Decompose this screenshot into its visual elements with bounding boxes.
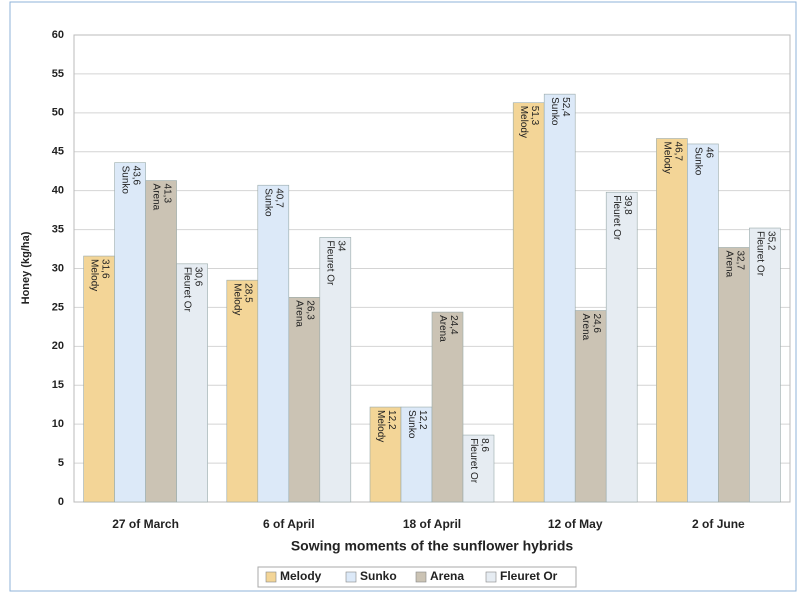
legend-label: Sunko <box>360 569 397 583</box>
y-tick-label: 25 <box>52 301 64 313</box>
x-tick-label: 18 of April <box>403 517 461 531</box>
x-tick-label: 12 of May <box>548 517 603 531</box>
data-label: 12,2 <box>386 410 397 430</box>
legend-swatch <box>345 571 357 583</box>
data-label: 34 <box>336 240 347 252</box>
bar <box>400 406 433 503</box>
bar-series-label: Arena <box>294 300 305 327</box>
bar-series-label: Arena <box>723 250 734 277</box>
data-label: 52,4 <box>560 97 571 117</box>
bar-series-label: Sunko <box>549 97 560 126</box>
bar-series-label: Sunko <box>263 188 274 217</box>
bar <box>605 191 638 503</box>
y-tick-label: 30 <box>52 262 64 274</box>
bar <box>749 227 781 503</box>
legend-label: Fleuret Or <box>500 569 558 583</box>
bar-series-label: Sunko <box>692 147 703 176</box>
legend-swatch <box>265 571 277 583</box>
data-label: 46 <box>703 147 714 159</box>
legend-label: Arena <box>430 569 464 583</box>
bar <box>687 143 719 503</box>
data-label: 30,6 <box>192 267 203 287</box>
bar-series-label: Arena <box>580 314 591 341</box>
bar-series-label: Fleuret Or <box>754 231 765 277</box>
bar <box>369 406 402 503</box>
bar <box>574 310 607 503</box>
bar-series-label: Melody <box>375 410 386 442</box>
data-label: 40,7 <box>274 188 285 208</box>
bar <box>319 237 352 503</box>
y-tick-label: 5 <box>58 457 64 469</box>
y-tick-label: 60 <box>52 29 64 41</box>
y-tick-label: 50 <box>52 107 64 119</box>
y-tick-label: 0 <box>58 496 64 508</box>
data-label: 35,2 <box>765 231 776 251</box>
bar-series-label: Fleuret Or <box>611 195 622 241</box>
x-tick-label: 27 of March <box>112 517 179 531</box>
bar-series-label: Melody <box>661 142 672 174</box>
bar-series-label: Melody <box>518 106 529 138</box>
y-axis-title: Honey (kg/ha) <box>20 231 32 304</box>
bar-series-label: Melody <box>88 259 99 291</box>
data-label: 31,6 <box>99 259 110 279</box>
y-tick-label: 15 <box>52 379 64 391</box>
bar-series-label: Sunko <box>119 166 130 195</box>
data-label: 8,6 <box>479 438 490 452</box>
data-label: 24,6 <box>591 314 602 334</box>
y-tick-label: 55 <box>52 68 64 80</box>
bar <box>83 255 115 503</box>
bar <box>656 138 688 503</box>
data-label: 28,5 <box>243 283 254 303</box>
bar <box>176 263 208 503</box>
legend-label: Melody <box>280 569 322 583</box>
bar-series-label: Fleuret Or <box>325 240 336 286</box>
data-label: 43,6 <box>130 166 141 186</box>
bar-series-label: Fleuret Or <box>468 438 479 484</box>
bar <box>543 93 576 503</box>
y-tick-label: 35 <box>52 223 64 235</box>
x-tick-label: 2 of June <box>692 517 745 531</box>
legend-swatch <box>485 571 497 583</box>
data-label: 32,7 <box>734 250 745 270</box>
bar <box>114 162 146 503</box>
bar <box>718 247 750 503</box>
x-tick-label: 6 of April <box>263 517 315 531</box>
bar <box>145 180 177 503</box>
bar-series-label: Sunko <box>406 410 417 439</box>
y-tick-label: 45 <box>52 146 64 158</box>
data-label: 39,8 <box>622 195 633 215</box>
bar <box>288 296 321 503</box>
y-tick-label: 40 <box>52 185 64 197</box>
y-tick-label: 20 <box>52 340 64 352</box>
data-label: 41,3 <box>161 184 172 204</box>
legend-swatch <box>415 571 427 583</box>
bar-series-label: Arena <box>437 315 448 342</box>
bar-series-label: Fleuret Or <box>181 267 192 313</box>
data-label: 12,2 <box>417 410 428 430</box>
bar <box>226 279 259 503</box>
bar-series-label: Melody <box>232 283 243 315</box>
bar <box>512 102 545 503</box>
data-label: 51,3 <box>529 106 540 126</box>
data-label: 24,4 <box>448 315 459 335</box>
data-label: 46,7 <box>672 142 683 162</box>
y-tick-label: 10 <box>52 418 64 430</box>
bar <box>431 311 464 503</box>
data-label: 26,3 <box>305 300 316 320</box>
bar <box>257 184 290 503</box>
x-axis-title: Sowing moments of the sunflower hybrids <box>291 538 574 554</box>
bar-series-label: Arena <box>150 184 161 211</box>
bar <box>462 434 495 503</box>
